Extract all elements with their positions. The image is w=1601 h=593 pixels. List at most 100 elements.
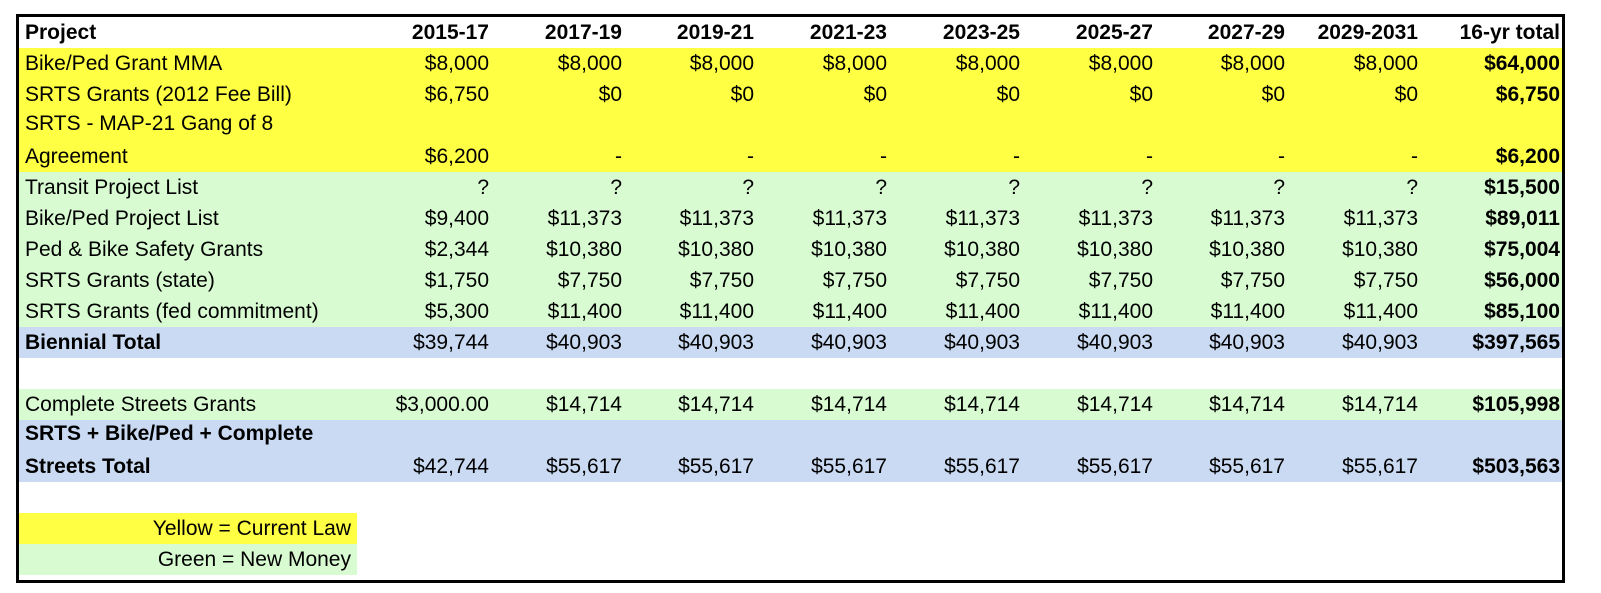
header-row: Project 2015-17 2017-19 2019-21 2021-23 … [19, 17, 1562, 48]
cell-2017-19: $10,380 [546, 238, 622, 261]
cell-2027-29: $10,380 [1209, 238, 1285, 261]
cell-2029-2031: - [1411, 145, 1418, 168]
cell-2015-17: $8,000 [424, 52, 489, 75]
row-label: Bike/Ped Grant MMA [25, 52, 223, 75]
cell-2025-27: ? [1141, 176, 1153, 199]
cell-2015-17: $5,300 [424, 300, 489, 323]
cell-2023-25: - [1013, 145, 1020, 168]
cell-2019-21: - [747, 145, 754, 168]
cell-2027-29: $55,617 [1209, 455, 1285, 478]
cell-2021-23: $14,714 [811, 393, 887, 416]
row-label: SRTS Grants (state) [25, 269, 215, 292]
cell-2023-25: $11,400 [945, 300, 1020, 323]
cell-2029-2031: $10,380 [1342, 238, 1418, 261]
cell-2017-19: $11,400 [547, 300, 622, 323]
cell-2025-27: $8,000 [1088, 52, 1153, 75]
row-label-line1: SRTS + Bike/Ped + Complete [25, 422, 314, 445]
cell-2017-19: $40,903 [546, 331, 622, 354]
cell-2027-29: $11,400 [1210, 300, 1285, 323]
cell-2021-23: $55,617 [811, 455, 887, 478]
cell-2017-19: $11,373 [547, 207, 622, 230]
cell-2025-27: $55,617 [1077, 455, 1153, 478]
cell-2015-17: $39,744 [413, 331, 489, 354]
header-project: Project [25, 21, 97, 44]
cell-2017-19: $14,714 [546, 393, 622, 416]
cell-16-yr-total: $56,000 [1484, 269, 1560, 292]
cell-2029-2031: $11,400 [1343, 300, 1418, 323]
cell-2023-25: $14,714 [944, 393, 1020, 416]
cell-2019-21: $11,373 [679, 207, 754, 230]
cell-16-yr-total: $6,750 [1495, 83, 1560, 106]
cell-2015-17: $2,344 [424, 238, 489, 261]
cell-2019-21: $0 [730, 83, 754, 106]
header-2017-19: 2017-19 [544, 21, 622, 44]
cell-2029-2031: $11,373 [1343, 207, 1418, 230]
cell-2019-21: $40,903 [678, 331, 754, 354]
row-label: Complete Streets Grants [25, 393, 257, 416]
cell-2015-17: $6,750 [424, 83, 489, 106]
cell-2029-2031: $7,750 [1353, 269, 1418, 292]
table-row: Bike/Ped Project List $9,400 $11,373 $11… [19, 203, 1562, 234]
cell-2023-25: ? [1008, 176, 1020, 199]
cell-2017-19: $8,000 [557, 52, 622, 75]
cell-2029-2031: $8,000 [1353, 52, 1418, 75]
table-row: Transit Project List ? ? ? ? ? ? ? ? $15… [19, 172, 1562, 203]
cell-16-yr-total: $397,565 [1472, 331, 1560, 354]
cell-2029-2031: ? [1406, 176, 1418, 199]
cell-16-yr-total: $105,998 [1472, 393, 1560, 416]
cell-2019-21: $7,750 [689, 269, 754, 292]
table-row: SRTS Grants (fed commitment) $5,300 $11,… [19, 296, 1562, 327]
legend-green: Green = New Money [19, 544, 357, 575]
row-label: Ped & Bike Safety Grants [25, 238, 264, 261]
cell-2021-23: $11,373 [812, 207, 887, 230]
cell-2023-25: $10,380 [944, 238, 1020, 261]
cell-2015-17: $9,400 [424, 207, 489, 230]
cell-2023-25: $7,750 [955, 269, 1020, 292]
cell-2015-17: $42,744 [413, 455, 489, 478]
cell-2019-21: $14,714 [678, 393, 754, 416]
row-label: SRTS Grants (2012 Fee Bill) [25, 83, 292, 106]
cell-2019-21: ? [742, 176, 754, 199]
cell-2023-25: $40,903 [944, 331, 1020, 354]
cell-2029-2031: $0 [1394, 83, 1418, 106]
cell-2019-21: $11,400 [679, 300, 754, 323]
spreadsheet-table: Project 2015-17 2017-19 2019-21 2021-23 … [16, 14, 1565, 583]
table-row: Ped & Bike Safety Grants $2,344 $10,380 … [19, 234, 1562, 265]
cell-2027-29: $14,714 [1209, 393, 1285, 416]
cell-2021-23: $7,750 [822, 269, 887, 292]
cell-2025-27: $11,400 [1078, 300, 1153, 323]
cell-16-yr-total: $75,004 [1484, 238, 1560, 261]
cell-2021-23: $11,400 [812, 300, 887, 323]
cell-2023-25: $8,000 [955, 52, 1020, 75]
cell-2029-2031: $14,714 [1342, 393, 1418, 416]
row-label-line2: Streets Total [25, 455, 151, 478]
table-row: Complete Streets Grants $3,000.00 $14,71… [19, 389, 1562, 420]
cell-16-yr-total: $85,100 [1484, 300, 1560, 323]
cell-2021-23: - [880, 145, 887, 168]
cell-2029-2031: $55,617 [1342, 455, 1418, 478]
cell-2021-23: $10,380 [811, 238, 887, 261]
header-2025-27: 2025-27 [1075, 21, 1153, 44]
cell-2021-23: $40,903 [811, 331, 887, 354]
cell-2015-17: ? [477, 176, 489, 199]
legend-yellow: Yellow = Current Law [19, 513, 357, 544]
header-2015-17: 2015-17 [411, 21, 489, 44]
cell-2017-19: $0 [598, 83, 622, 106]
cell-16-yr-total: $64,000 [1484, 52, 1560, 75]
cell-2021-23: $0 [863, 83, 887, 106]
table-row: SRTS - MAP-21 Gang of 8 Agreement $6,200… [19, 110, 1562, 172]
cell-2027-29: ? [1273, 176, 1285, 199]
cell-2025-27: $7,750 [1088, 269, 1153, 292]
cell-2027-29: $11,373 [1210, 207, 1285, 230]
header-2029-2031: 2029-2031 [1317, 21, 1418, 44]
grand-total-row: SRTS + Bike/Ped + Complete Streets Total… [19, 420, 1562, 482]
cell-2017-19: $7,750 [557, 269, 622, 292]
cell-16-yr-total: $15,500 [1484, 176, 1560, 199]
header-2023-25: 2023-25 [942, 21, 1020, 44]
cell-2025-27: - [1146, 145, 1153, 168]
cell-16-yr-total: $6,200 [1495, 145, 1560, 168]
table-row: SRTS Grants (2012 Fee Bill) $6,750 $0 $0… [19, 79, 1562, 110]
cell-2019-21: $55,617 [678, 455, 754, 478]
cell-2025-27: $10,380 [1077, 238, 1153, 261]
cell-2019-21: $10,380 [678, 238, 754, 261]
